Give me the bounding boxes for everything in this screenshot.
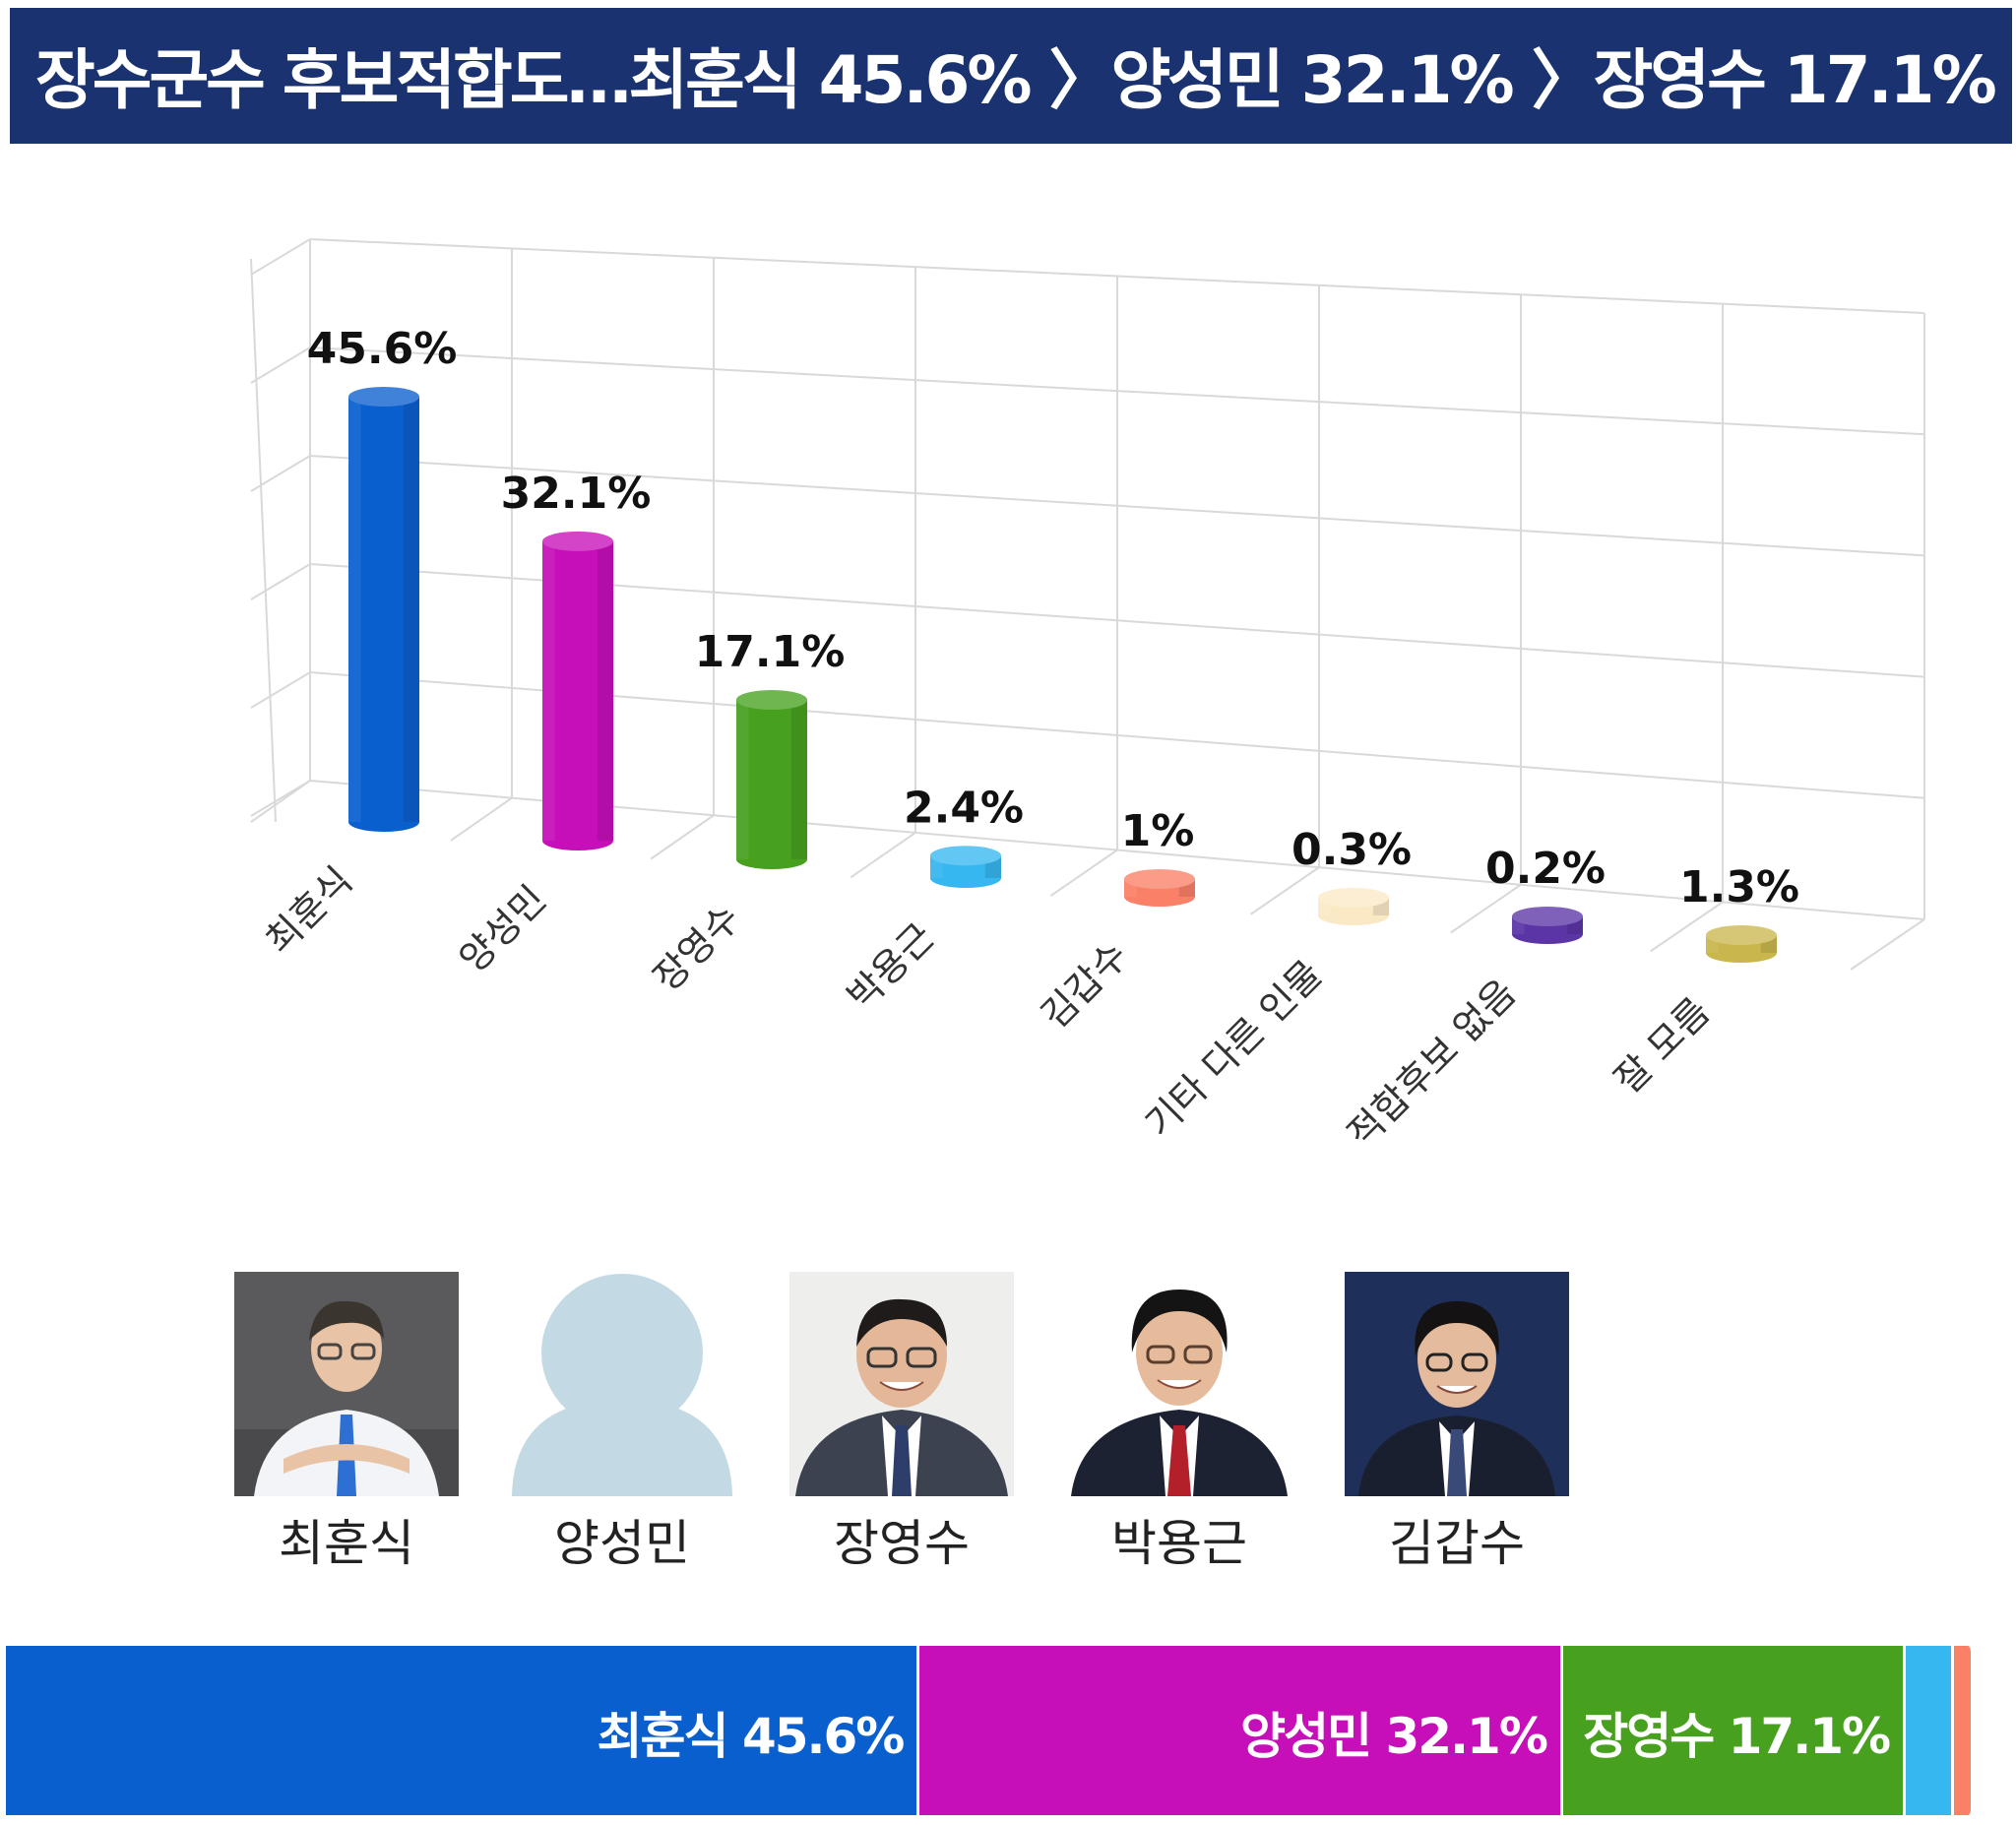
bar-shadow [403,397,419,822]
bar-body [542,540,613,850]
stacked-share-bar: 최훈식 45.6% 양성민 32.1% 장영수 17.1% [6,1646,2010,1815]
axis-left [250,258,277,823]
bar-top [1124,869,1195,889]
candidate-photo-3 [1067,1272,1292,1496]
chart-bar [348,387,419,832]
bar-value-label: 1.3% [1679,862,1799,912]
chart-bar [542,531,613,850]
stack-segment [1906,1646,1954,1815]
candidate-photo-4 [1345,1272,1569,1496]
bar-value-label: 0.2% [1485,844,1606,894]
page-title: 장수군수 후보적합도…최훈식 45.6% 〉양성민 32.1% 〉장영수 17.… [35,42,1997,118]
candidate-photo-placeholder [510,1272,734,1496]
bar-top [736,690,807,710]
chart-bar [1706,925,1777,963]
candidate-photo-0 [234,1272,459,1496]
gridline-floor [650,814,715,860]
gridline-floor [450,796,513,842]
category-label: 최훈식 [257,858,360,962]
stack-segment-label: 장영수 17.1% [1583,1708,1891,1765]
bar-top [1318,888,1389,908]
gridline-side [250,563,311,600]
bar-top [1706,925,1777,945]
gridline-floor [1650,901,1724,953]
chart-bar [1124,869,1195,907]
chart-bar [1512,907,1583,944]
gridline-floor [1850,918,1925,971]
stack-segment [1953,1646,1975,1815]
chart-bar [736,690,807,869]
category-label: 김갑수 [1033,933,1136,1037]
bar-value-label: 2.4% [904,783,1024,833]
bar-top [542,531,613,551]
category-label: 장영수 [645,896,748,999]
category-label: 박용근 [839,914,942,1018]
category-label: 양성민 [451,877,554,980]
header-banner: 장수군수 후보적합도…최훈식 45.6% 〉양성민 32.1% 〉장영수 17.… [10,8,2012,144]
bar-value-label: 32.1% [501,469,652,519]
stack-segment: 양성민 32.1% [919,1646,1563,1815]
bar-highlight [736,700,749,859]
gridline-side [250,671,311,709]
gridline-floor [250,780,311,823]
gridline-floor [1450,883,1522,934]
chart-bar [1318,888,1389,925]
bar-body [736,700,807,869]
candidate-name-0: 최훈식 [279,1515,414,1572]
category-label: 적합후보 없음 [1339,971,1524,1156]
chart-value-labels: 45.6% 32.1% 17.1% 2.4% 1% 0.3% 0.2% 1.3% [307,324,1799,912]
gridline-floor [850,832,916,879]
chart-grid [250,238,1925,971]
stack-segment-label: 양성민 32.1% [1240,1708,1548,1765]
chart-category-labels: 최훈식 양성민 장영수 박용근 김갑수 기타 다른 인물 적합후보 없음 잘 모름 [257,858,1718,1156]
candidate-name-3: 박용근 [1111,1515,1247,1572]
bar-body [348,397,419,832]
candidate-name-1: 양성민 [554,1515,690,1572]
bar-highlight [542,540,555,841]
bar-shadow [790,700,807,859]
gridline-floor [1250,866,1320,915]
stack-segment-label: 최훈식 45.6% [597,1708,906,1765]
bar-top [930,846,1001,866]
bar-top [348,387,419,407]
gridline-side [250,346,311,384]
bar-shadow [597,540,613,841]
gridline-floor [1049,849,1118,897]
bar-chart: 45.6% 32.1% 17.1% 2.4% 1% 0.3% 0.2% 1.3% 최훈식 양성민… [250,238,1925,1156]
category-label: 기타 다른 인물 [1137,952,1331,1146]
candidate-photo-2 [789,1272,1014,1496]
gridline-side [250,238,311,276]
bar-value-label: 0.3% [1292,825,1412,875]
bar-value-label: 45.6% [307,324,458,374]
chart-bar [930,846,1001,888]
bar-highlight [348,397,361,822]
candidate-name-4: 김갑수 [1389,1515,1525,1572]
stack-segment: 최훈식 45.6% [6,1646,920,1815]
category-label: 잘 모름 [1606,989,1719,1101]
bar-value-label: 1% [1121,806,1195,856]
candidate-name-2: 장영수 [834,1515,970,1572]
chart-bars [348,387,1777,963]
bar-top [1512,907,1583,926]
stack-segment: 장영수 17.1% [1562,1646,1907,1815]
bar-value-label: 17.1% [695,627,846,677]
